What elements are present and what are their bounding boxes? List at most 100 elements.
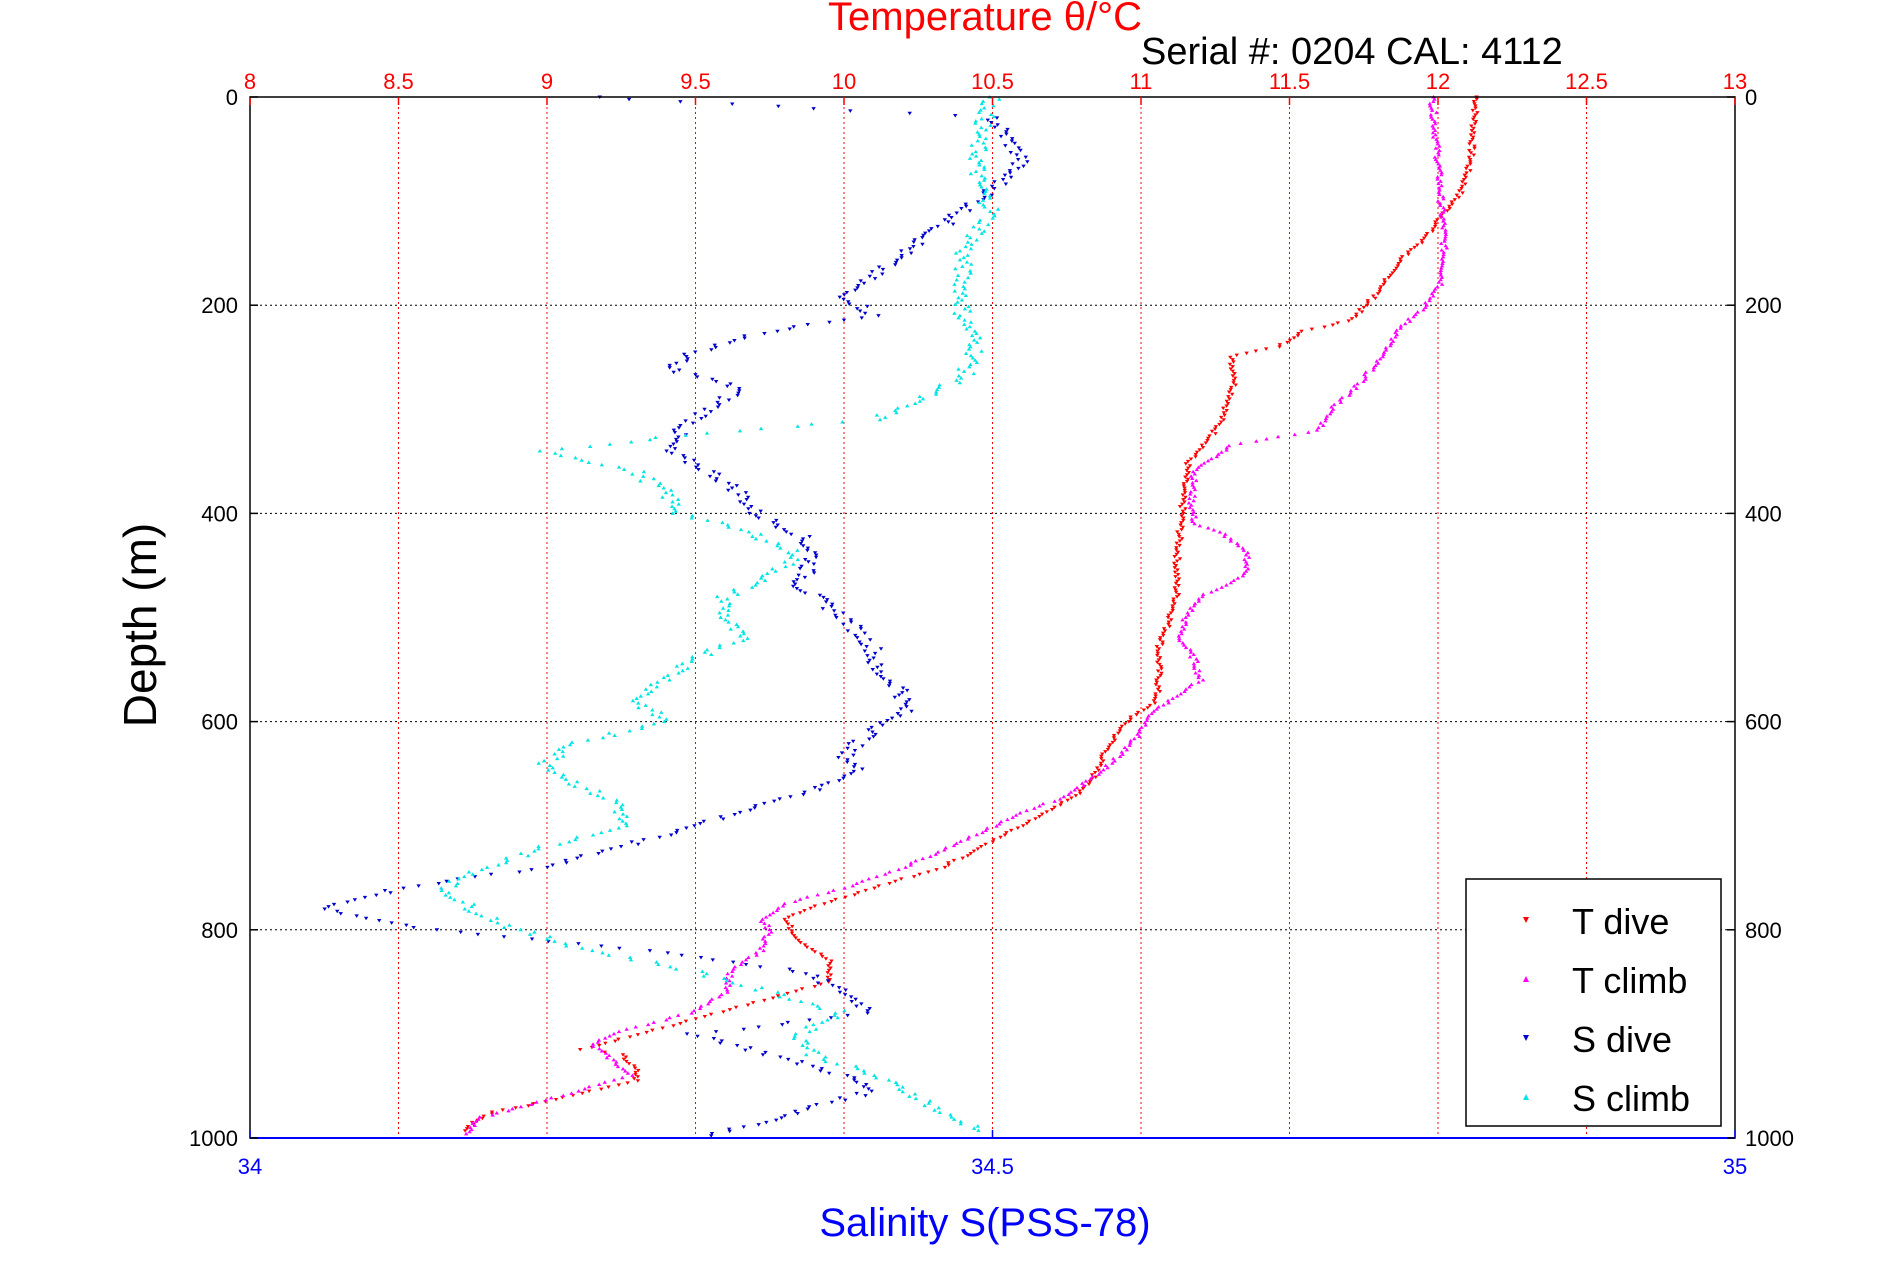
temperature-tick-label: 10: [832, 69, 856, 94]
t-dive-point: [1473, 106, 1478, 111]
t-climb-point: [1402, 321, 1408, 326]
t-dive-point: [1101, 759, 1106, 763]
t-dive-point: [1433, 220, 1438, 224]
s-climb-point: [983, 127, 989, 132]
s-climb-point: [590, 832, 596, 837]
t-dive-point: [798, 941, 803, 945]
s-climb-point: [980, 99, 986, 103]
s-dive-point: [676, 435, 681, 440]
t-dive-point: [1471, 126, 1476, 131]
t-dive-point: [1169, 618, 1174, 622]
t-dive-point: [1179, 528, 1184, 532]
t-dive-point: [1073, 794, 1079, 798]
t-climb-point: [1175, 694, 1180, 698]
s-dive-point: [1009, 139, 1015, 143]
t-climb-point: [1196, 680, 1201, 684]
s-climb-point: [956, 295, 961, 300]
s-dive-point: [946, 213, 952, 218]
s-dive-point: [880, 723, 885, 728]
t-climb-point: [1235, 543, 1241, 548]
t-climb-point: [1188, 650, 1194, 654]
t-dive-point: [1153, 692, 1158, 696]
s-climb-point: [753, 583, 758, 587]
t-dive-point: [1475, 111, 1480, 115]
t-dive-point: [1177, 557, 1183, 561]
t-dive-point: [1176, 577, 1182, 581]
t-dive-point: [1177, 539, 1183, 543]
s-dive-point: [691, 458, 697, 463]
t-dive-point: [762, 998, 767, 1003]
t-dive-point: [1467, 149, 1472, 153]
t-climb-point: [1193, 671, 1198, 675]
t-dive-point: [812, 904, 818, 909]
t-dive-point: [1469, 128, 1475, 133]
s-dive-point: [898, 714, 903, 718]
s-dive-point: [684, 1032, 690, 1036]
t-climb-point: [1080, 781, 1085, 785]
t-climb-point: [1429, 108, 1435, 112]
depth-tick-label-right: 1000: [1745, 1126, 1794, 1151]
s-dive-point: [787, 967, 792, 972]
t-dive-point: [1291, 336, 1297, 340]
t-climb-point: [1190, 608, 1195, 613]
s-climb-point: [957, 313, 963, 318]
s-climb-point: [900, 1085, 905, 1089]
s-climb-point: [448, 895, 453, 899]
t-dive-point: [481, 1114, 486, 1119]
t-climb-point: [1194, 467, 1200, 472]
s-climb-point: [700, 969, 705, 973]
s-dive-point: [817, 788, 823, 792]
s-dive-point: [876, 265, 882, 270]
s-dive-point: [747, 511, 752, 516]
t-climb-point: [611, 1078, 617, 1082]
t-climb-point: [1437, 188, 1442, 192]
t-climb-point: [1243, 553, 1249, 557]
s-climb-point: [967, 268, 973, 273]
t-dive-point: [1399, 255, 1405, 259]
t-dive-point: [708, 1012, 714, 1017]
t-dive-point: [1118, 727, 1123, 731]
s-dive-point: [837, 295, 842, 300]
s-dive-point: [362, 895, 368, 900]
s-dive-point: [867, 1006, 872, 1011]
t-dive-point: [580, 1091, 585, 1096]
t-climb-point: [908, 861, 914, 865]
s-dive-point: [836, 755, 841, 760]
s-dive-point: [600, 849, 605, 854]
s-dive-point: [743, 491, 749, 495]
s-climb-point: [982, 167, 987, 171]
t-dive-point: [1463, 175, 1469, 180]
s-climb-point: [964, 233, 970, 238]
s-dive-point: [672, 447, 678, 451]
s-climb-point: [957, 380, 963, 385]
t-dive-point: [1174, 559, 1180, 563]
t-climb-point: [757, 946, 763, 950]
s-climb-point: [987, 193, 993, 198]
s-climb-point: [969, 262, 974, 266]
t-dive-point: [1474, 97, 1479, 102]
t-climb-point: [1240, 573, 1246, 578]
s-climb-point: [977, 200, 982, 205]
s-dive-point: [852, 1076, 857, 1080]
s-dive-point: [852, 749, 858, 753]
t-dive-point: [820, 954, 825, 959]
t-dive-point: [1179, 521, 1184, 525]
t-dive-point: [1033, 817, 1038, 821]
s-dive-point: [748, 808, 753, 813]
s-climb-point: [981, 229, 987, 233]
s-climb-point: [936, 1105, 941, 1110]
t-climb-point: [1112, 759, 1117, 763]
s-dive-point: [729, 486, 735, 490]
s-climb-point: [977, 134, 983, 138]
s-climb-point: [805, 1045, 810, 1050]
t-dive-point: [802, 908, 807, 913]
t-dive-point: [1170, 606, 1175, 611]
s-dive-point: [843, 1098, 848, 1103]
s-climb-point: [765, 571, 770, 576]
s-dive-point: [846, 742, 851, 746]
t-climb-point: [1443, 232, 1449, 237]
s-dive-point: [575, 856, 580, 861]
t-dive-point: [852, 893, 857, 897]
t-climb-point: [1443, 234, 1448, 239]
t-dive-point: [1433, 222, 1438, 227]
